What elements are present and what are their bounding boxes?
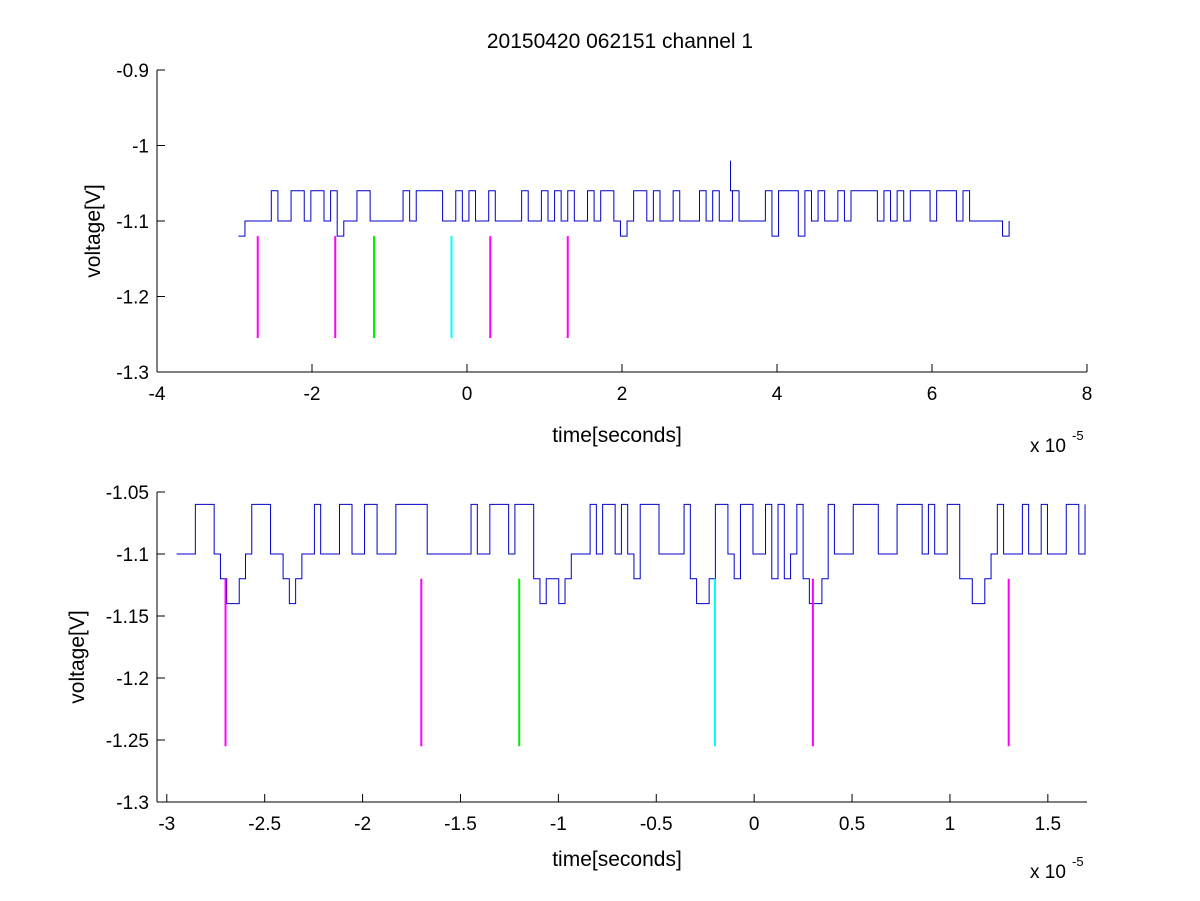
- x-tick-label: -1: [550, 814, 567, 835]
- signal-series-line: [176, 503, 1086, 605]
- x-tick-label: 1: [945, 814, 956, 835]
- y-tick-label: -1.05: [106, 483, 149, 504]
- x-tick-label: 0: [462, 384, 473, 405]
- x-exponent-power: -5: [1072, 428, 1084, 443]
- x-exponent-base: x 10: [1030, 862, 1066, 883]
- y-tick-label: -0.9: [116, 61, 149, 82]
- x-axis-label: time[seconds]: [552, 424, 682, 447]
- bottom-plot-panel: -3 -2.5 -2 -1.5 -1 -0.5 0 0.5 1 1.5 -1.3 -1.25 -1.2 -…: [66, 483, 1087, 883]
- x-tick-label: -3: [158, 814, 175, 835]
- x-tick-label: 1.5: [1035, 814, 1061, 835]
- x-tick-label: -4: [149, 384, 166, 405]
- x-exponent-power: -5: [1072, 854, 1084, 869]
- y-tick-label: -1.1: [116, 212, 149, 233]
- y-tick-label: -1.1: [116, 545, 149, 566]
- y-tick-label: -1: [132, 137, 149, 158]
- x-tick-label: 2: [617, 384, 628, 405]
- x-tick-label: -2: [304, 384, 321, 405]
- top-plot-panel: -4 -2 0 2 4 6 8 -1.3 -1.2 -1.1 -1 -0.9 time[seconds]…: [82, 61, 1092, 457]
- x-tick-label: 0: [749, 814, 760, 835]
- x-tick-label: 4: [772, 384, 783, 405]
- y-tick-label: -1.25: [106, 731, 149, 752]
- x-axis-label: time[seconds]: [552, 848, 682, 871]
- y-tick-label: -1.2: [116, 669, 149, 690]
- x-tick-label: -2.5: [248, 814, 281, 835]
- y-tick-label: -1.3: [116, 793, 149, 814]
- x-tick-label: -2: [354, 814, 371, 835]
- y-axis-label: voltage[V]: [66, 610, 89, 703]
- signal-series-line: [238, 160, 1010, 237]
- y-axis-label: voltage[V]: [82, 184, 105, 277]
- x-tick-label: -0.5: [640, 814, 673, 835]
- y-tick-label: -1.3: [116, 363, 149, 384]
- y-tick-label: -1.2: [116, 288, 149, 309]
- x-tick-label: 6: [927, 384, 938, 405]
- x-tick-label: -1.5: [444, 814, 477, 835]
- figure-title: 20150420 062151 channel 1: [487, 30, 753, 53]
- x-tick-label: 0.5: [839, 814, 865, 835]
- x-tick-label: 8: [1082, 384, 1093, 405]
- y-tick-label: -1.15: [106, 607, 149, 628]
- x-exponent-base: x 10: [1030, 436, 1066, 457]
